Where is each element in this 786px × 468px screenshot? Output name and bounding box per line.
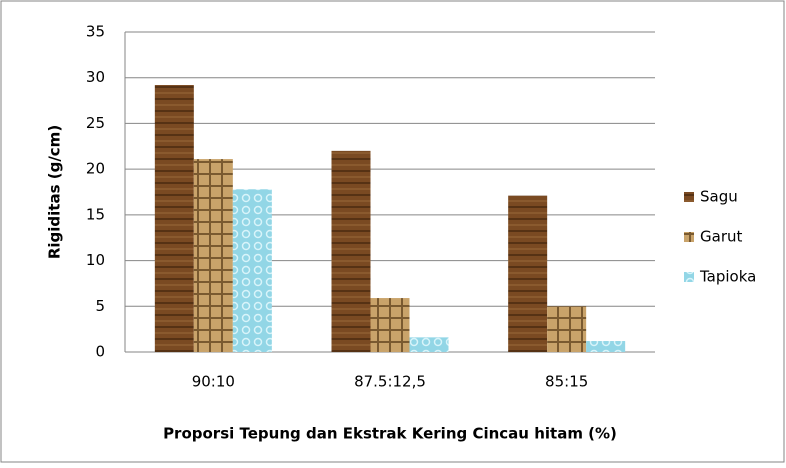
bar — [232, 189, 272, 352]
y-tick-label: 25 — [86, 114, 105, 132]
bar — [547, 306, 587, 352]
x-tick-label: 87.5:12,5 — [354, 373, 426, 391]
legend-swatch — [684, 192, 694, 202]
y-tick-label: 30 — [86, 68, 105, 86]
bar — [409, 337, 449, 352]
legend-swatch — [684, 272, 694, 282]
y-axis-title: Rigiditas (g/cm) — [46, 125, 64, 259]
bar — [154, 85, 194, 353]
x-axis-title: Proporsi Tepung dan Ekstrak Kering Cinca… — [163, 425, 617, 443]
legend-label: Tapioka — [699, 268, 756, 286]
y-tick-label: 0 — [95, 343, 105, 361]
y-tick-label: 15 — [86, 205, 105, 223]
x-tick-label: 90:10 — [192, 373, 235, 391]
bar — [586, 341, 626, 352]
legend-swatch — [684, 232, 694, 242]
bar — [370, 298, 410, 352]
legend-label: Garut — [700, 228, 742, 246]
y-tick-label: 20 — [86, 160, 105, 178]
legend-label: Sagu — [700, 188, 738, 206]
bar — [508, 195, 548, 352]
y-tick-label: 10 — [86, 251, 105, 269]
bar — [331, 150, 371, 352]
x-tick-label: 85:15 — [545, 373, 588, 391]
y-tick-label: 5 — [95, 297, 105, 315]
bar — [193, 159, 233, 352]
y-tick-label: 35 — [86, 23, 105, 41]
